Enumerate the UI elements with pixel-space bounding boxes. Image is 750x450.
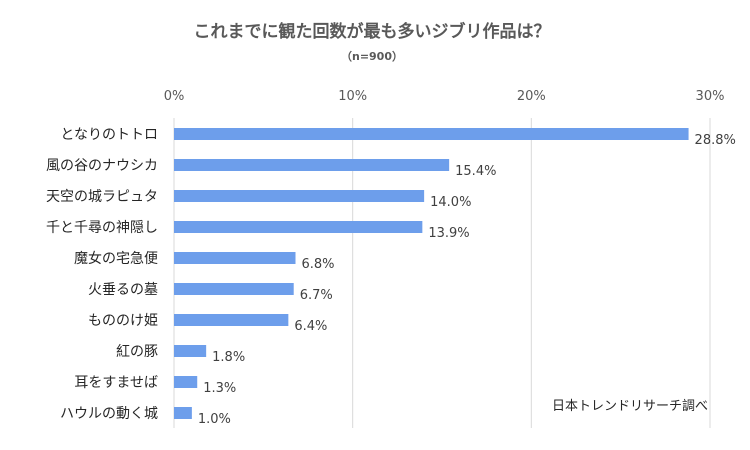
chart-subtitle: （n=900） <box>341 50 403 63</box>
category-label: 火垂るの墓 <box>88 282 158 298</box>
category-label: となりのトトロ <box>60 127 158 143</box>
category-label: 紅の豚 <box>116 344 158 360</box>
bar <box>174 376 198 388</box>
category-label: ハウルの動く城 <box>60 406 158 422</box>
category-labels: となりのトトロ風の谷のナウシカ天空の城ラピュタ千と千尋の神隠し魔女の宅急便火垂る… <box>46 127 158 422</box>
data-label: 14.0% <box>430 195 471 210</box>
bars <box>174 128 689 419</box>
x-tick-label: 30% <box>696 89 725 104</box>
data-labels: 28.8% 15.4% 14.0% 13.9% 6.8% 6.7% 6.4% 1.8% 1.3%… <box>198 133 736 427</box>
x-tick-label: 20% <box>517 89 546 104</box>
bar <box>174 345 207 357</box>
data-label: 1.0% <box>198 412 231 427</box>
category-label: 耳をすませば <box>74 375 158 391</box>
data-label: 6.8% <box>301 257 334 272</box>
data-label: 13.9% <box>428 226 469 241</box>
chart-title: これまでに観た回数が最も多いジブリ作品は？ <box>194 21 551 42</box>
source-note: 日本トレンドリサーチ調べ <box>552 399 708 414</box>
bar <box>174 407 192 419</box>
bar <box>174 128 689 140</box>
data-label: 6.4% <box>294 319 327 334</box>
data-label: 1.3% <box>203 381 236 396</box>
bar <box>174 283 294 295</box>
category-label: 天空の城ラピュタ <box>46 189 158 205</box>
data-label: 28.8% <box>695 133 736 148</box>
x-tick-label: 10% <box>338 89 367 104</box>
x-tick-label: 0% <box>164 89 185 104</box>
category-label: 風の谷のナウシカ <box>46 158 158 174</box>
bar <box>174 190 425 202</box>
category-label: 千と千尋の神隠し <box>46 220 158 236</box>
bar <box>174 314 289 326</box>
data-label: 6.7% <box>300 288 333 303</box>
category-label: 魔女の宅急便 <box>74 250 158 267</box>
bar <box>174 221 423 233</box>
bar <box>174 252 296 264</box>
x-axis-ticks: 0% 10% 20% 30% <box>164 89 725 104</box>
data-label: 1.8% <box>212 350 245 365</box>
bar <box>174 159 450 171</box>
category-label: もののけ姫 <box>88 313 158 329</box>
data-label: 15.4% <box>455 164 496 179</box>
